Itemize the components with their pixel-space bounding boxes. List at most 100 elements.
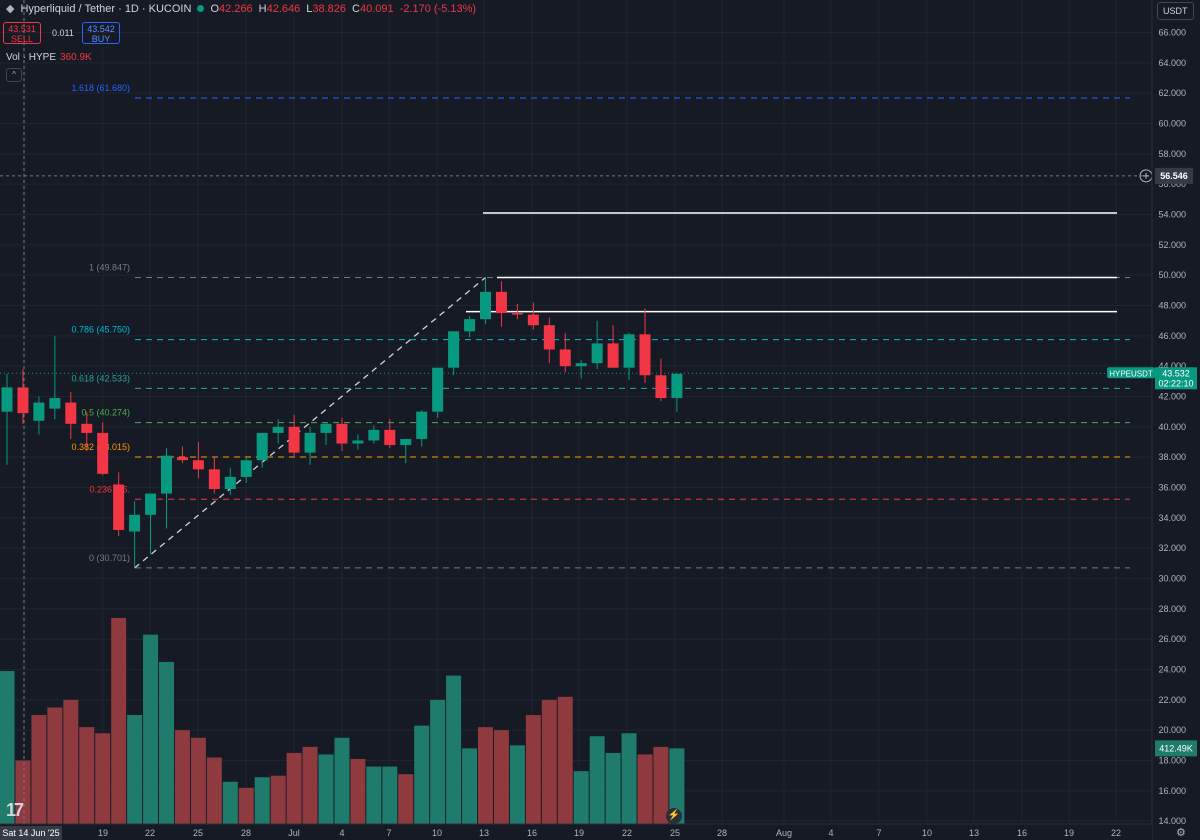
time-tick-label: 19 <box>574 828 584 838</box>
candle-body <box>240 460 252 477</box>
bolt-icon[interactable]: ⚡ <box>666 808 682 824</box>
price-tick-label: 56.000 <box>1158 179 1186 189</box>
sell-button[interactable]: 43.531 SELL <box>3 22 41 44</box>
candle-body <box>288 426 300 453</box>
price-tick-label: 32.000 <box>1158 543 1186 553</box>
time-tick-label: 13 <box>969 828 979 838</box>
candle-body <box>336 423 348 444</box>
candle-body <box>304 432 316 453</box>
volume-last-box <box>1155 740 1197 757</box>
symbol-icon[interactable]: ◆ <box>6 3 15 15</box>
candle-body <box>623 334 635 368</box>
volume-bar <box>238 787 254 832</box>
collapse-legend-icon[interactable]: ^ <box>6 68 22 82</box>
candle-body <box>1 387 13 412</box>
candle-body <box>448 331 460 368</box>
buy-label: BUY <box>91 34 111 44</box>
candle-body <box>33 402 45 421</box>
volume-bar <box>398 774 414 832</box>
volume-bar <box>286 752 302 832</box>
candle-body <box>495 291 507 314</box>
candle-body <box>671 373 683 399</box>
price-tick-label: 16.000 <box>1158 786 1186 796</box>
volume-bar <box>47 707 63 832</box>
price-tick-label: 60.000 <box>1158 119 1186 129</box>
price-tick-label: 50.000 <box>1158 270 1186 280</box>
volume-bar <box>206 757 222 832</box>
candle-body <box>368 429 380 441</box>
buy-price: 43.542 <box>87 24 115 34</box>
time-tick-label: 22 <box>622 828 632 838</box>
price-tick-label: 20.000 <box>1158 725 1186 735</box>
volume-bar <box>15 760 31 832</box>
buy-button[interactable]: 43.542 BUY <box>82 22 120 44</box>
tradingview-logo[interactable]: 17 <box>6 800 24 820</box>
open-label: O <box>210 2 219 15</box>
volume-bar <box>318 754 334 832</box>
candle-body <box>145 493 157 515</box>
fib-level-label: 0 (30.701) <box>89 553 130 563</box>
volume-bar <box>302 746 318 832</box>
candle-body <box>352 440 364 444</box>
candle-body <box>575 363 587 367</box>
volume-bar <box>0 671 15 832</box>
candle-body <box>17 387 29 414</box>
trend-line <box>134 276 486 569</box>
price-tick-label: 54.000 <box>1158 210 1186 220</box>
time-tick-label: 25 <box>193 828 203 838</box>
time-tick-label: Aug <box>776 828 792 838</box>
fib-level-label: 0.786 (45.750) <box>71 325 130 335</box>
candle-body <box>256 432 268 461</box>
price-tick-label: 46.000 <box>1158 331 1186 341</box>
candle-body <box>432 367 444 412</box>
volume-legend[interactable]: Vol · HYPE 360.9K <box>6 52 92 63</box>
candle-body <box>527 314 539 326</box>
volume-bar <box>637 754 653 832</box>
price-tick-label: 48.000 <box>1158 301 1186 311</box>
price-tick-label: 66.000 <box>1158 28 1186 38</box>
low-label: L <box>306 2 313 15</box>
candle-body <box>607 343 619 368</box>
price-tick-label: 34.000 <box>1158 513 1186 523</box>
price-tick-label: 64.000 <box>1158 58 1186 68</box>
volume-bar <box>270 775 286 832</box>
candle-body <box>543 325 555 350</box>
time-tick-label: 13 <box>479 828 489 838</box>
time-tick-label: 4 <box>339 828 344 838</box>
candle-body <box>639 334 651 376</box>
price-tick-label: 40.000 <box>1158 422 1186 432</box>
candle-body <box>65 402 77 424</box>
candle-body <box>320 423 332 433</box>
price-tick-label: 14.000 <box>1158 816 1186 826</box>
candle-body <box>559 349 571 367</box>
symbol-badge <box>1107 367 1155 379</box>
market-status-icon <box>197 5 205 12</box>
crosshair-price-box <box>1155 167 1193 184</box>
symbol-header: ◆ Hyperliquid / Tether · 1D · KUCOIN O42… <box>6 2 476 16</box>
price-axis <box>1152 0 1200 840</box>
time-axis <box>0 824 1152 840</box>
time-tick-label: 4 <box>828 828 833 838</box>
currency-selector[interactable]: USDT <box>1157 2 1194 20</box>
volume-bar <box>143 634 159 832</box>
price-tick-label: 58.000 <box>1158 149 1186 159</box>
price-tick-label: 36.000 <box>1158 483 1186 493</box>
candle-body <box>272 426 284 433</box>
volume-bar <box>254 777 270 832</box>
last-price-label: 43.532 <box>1162 368 1190 378</box>
sell-price: 43.531 <box>8 24 36 34</box>
countdown-label: 02:22:10 <box>1158 378 1193 388</box>
symbol-title[interactable]: Hyperliquid / Tether · 1D · KUCOIN <box>20 2 192 15</box>
high-label: H <box>258 2 267 15</box>
candle-body <box>400 438 412 446</box>
gear-icon[interactable]: ⚙ <box>1176 827 1186 839</box>
volume-bar <box>462 748 478 832</box>
time-tick-label: 10 <box>922 828 932 838</box>
volume-legend-label: Vol · HYPE <box>6 52 57 63</box>
volume-bar <box>31 715 47 832</box>
candle-body <box>480 291 491 320</box>
fib-level-label: 1.618 (61.680) <box>71 83 130 93</box>
crosshair-price-label: 56.546 <box>1160 171 1188 181</box>
